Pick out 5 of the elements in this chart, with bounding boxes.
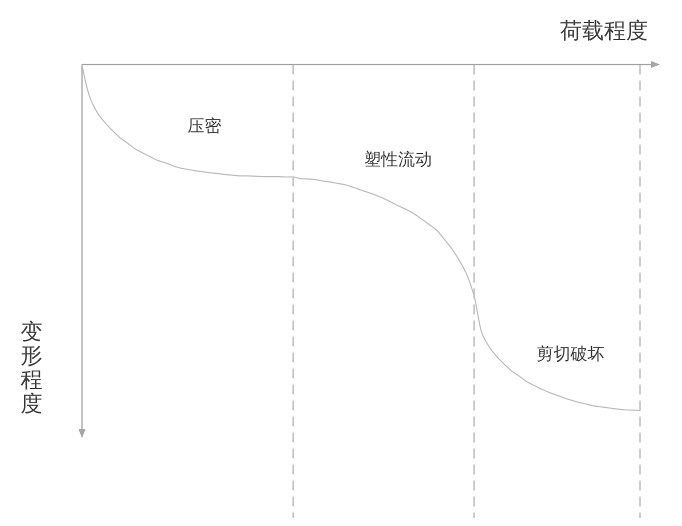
annotation: 塑性流动 <box>364 150 432 170</box>
annotation: 剪切破坏 <box>536 344 604 364</box>
xlabel: 荷载程度 <box>560 18 648 43</box>
annotation: 压密 <box>187 116 222 136</box>
ylabel: 变形程度 <box>20 319 42 416</box>
